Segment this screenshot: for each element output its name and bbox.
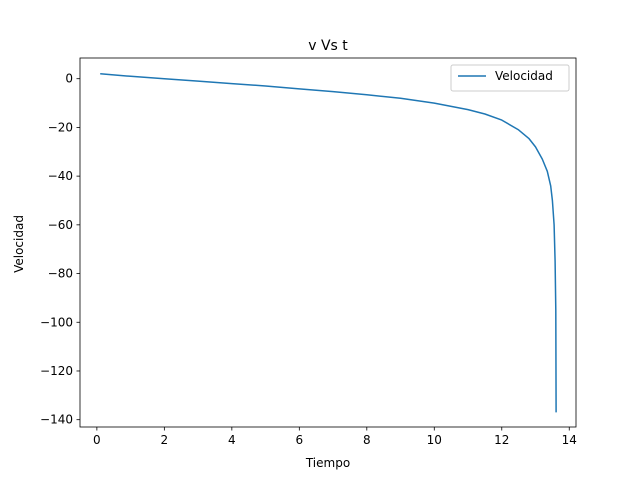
legend-label: Velocidad bbox=[495, 69, 553, 83]
legend: Velocidad bbox=[450, 64, 570, 92]
x-axis-label: Tiempo bbox=[305, 456, 350, 470]
axes-frame bbox=[79, 57, 577, 428]
y-tick-label: −60 bbox=[48, 218, 73, 232]
y-tick-label: −140 bbox=[40, 413, 73, 427]
x-tick-label: 0 bbox=[93, 433, 101, 447]
series-line-0 bbox=[100, 73, 557, 413]
x-tick-label: 10 bbox=[427, 433, 442, 447]
y-tick-label: −20 bbox=[48, 120, 73, 134]
x-tick-label: 2 bbox=[161, 433, 169, 447]
y-tick-label: −80 bbox=[48, 267, 73, 281]
x-tick-label: 8 bbox=[363, 433, 371, 447]
plot-area: 0 2 4 6 8 10 12 14 0 −20 −40 −60 −80 −100 −120 −140 bbox=[40, 57, 577, 447]
y-tick-label: −40 bbox=[48, 169, 73, 183]
x-tick-label: 4 bbox=[228, 433, 236, 447]
x-tick-label: 6 bbox=[295, 433, 303, 447]
x-tick-label: 14 bbox=[562, 433, 577, 447]
y-tick-label: 0 bbox=[65, 72, 73, 86]
y-tick-label: −120 bbox=[40, 364, 73, 378]
chart-title: v Vs t bbox=[308, 38, 348, 54]
y-tick-label: −100 bbox=[40, 315, 73, 329]
x-tick-label: 12 bbox=[494, 433, 509, 447]
y-axis-label: Velocidad bbox=[12, 215, 26, 273]
legend-box bbox=[450, 64, 570, 92]
